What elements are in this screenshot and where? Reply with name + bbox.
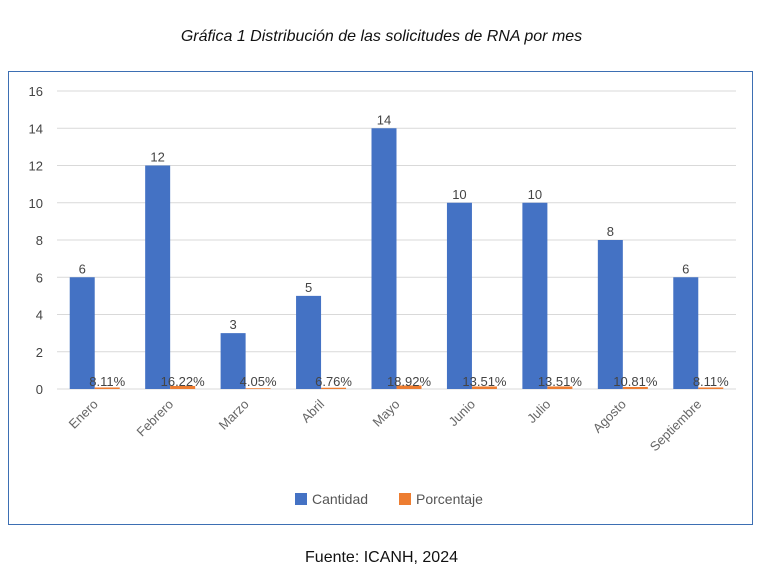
bar-cantidad [296, 295, 322, 389]
x-tick-label: Septiembre [647, 397, 705, 455]
data-label-porcentaje: 16.22% [161, 374, 206, 389]
x-tick-label: Julio [524, 397, 554, 427]
x-tick-label: Agosto [590, 397, 629, 436]
data-label-cantidad: 12 [150, 150, 164, 165]
bar-chart: 0 2 4 6 8 10 12 14 16 6 8.11% 12 16.22% 3 4.05% 5 6.76%… [29, 84, 736, 507]
legend-swatch-porcentaje [399, 493, 411, 505]
data-labels: 6 8.11% 12 16.22% 3 4.05% 5 6.76% 14 18.92% 10 13.5… [79, 112, 730, 389]
y-tick-label: 8 [36, 233, 43, 248]
y-tick-label: 2 [36, 345, 43, 360]
data-label-porcentaje: 10.81% [613, 374, 658, 389]
data-label-cantidad: 6 [79, 261, 86, 276]
data-label-cantidad: 10 [528, 187, 542, 202]
source-note: Fuente: ICANH, 2024 [305, 549, 458, 566]
data-label-cantidad: 8 [607, 224, 614, 239]
legend-label-cantidad: Cantidad [312, 491, 368, 507]
bar-porcentaje [698, 387, 724, 389]
y-axis-ticks: 0 2 4 6 8 10 12 14 16 [29, 84, 43, 397]
chart-frame: 0 2 4 6 8 10 12 14 16 6 8.11% 12 16.22% 3 4.05% 5 6.76%… [8, 71, 753, 525]
data-label-porcentaje: 13.51% [462, 374, 507, 389]
bar-cantidad [220, 333, 246, 389]
data-label-cantidad: 10 [452, 187, 466, 202]
x-tick-label: Febrero [133, 397, 176, 440]
bar-porcentaje [622, 386, 648, 389]
data-label-cantidad: 3 [229, 317, 236, 332]
bar-cantidad [69, 277, 95, 389]
chart-title: Gráfica 1 Distribución de las solicitude… [180, 28, 583, 45]
data-label-porcentaje: 6.76% [315, 374, 352, 389]
bar-porcentaje [547, 386, 573, 389]
data-label-porcentaje: 8.11% [89, 374, 125, 389]
bar-porcentaje [245, 388, 271, 389]
bar-cantidad [145, 165, 171, 389]
bar-porcentaje [396, 385, 422, 389]
y-tick-label: 0 [36, 382, 43, 397]
x-tick-label: Marzo [216, 397, 252, 433]
y-tick-label: 16 [29, 84, 43, 99]
x-axis-ticks: Enero Febrero Marzo Abril Mayo Junio Julio Agos… [66, 396, 705, 454]
bars [69, 128, 724, 389]
bar-cantidad [446, 202, 472, 389]
data-label-porcentaje: 13.51% [538, 374, 583, 389]
data-label-cantidad: 6 [682, 261, 689, 276]
data-label-cantidad: 5 [305, 280, 312, 295]
bar-porcentaje [170, 385, 196, 389]
y-tick-label: 10 [29, 196, 43, 211]
data-label-porcentaje: 8.11% [693, 374, 729, 389]
bar-cantidad [597, 240, 623, 389]
bar-porcentaje [94, 387, 120, 389]
bar-cantidad [673, 277, 699, 389]
x-tick-label: Junio [445, 397, 478, 430]
bar-porcentaje [471, 386, 497, 389]
data-label-cantidad: 14 [377, 112, 391, 127]
x-tick-label: Enero [66, 397, 101, 432]
y-tick-label: 14 [29, 121, 43, 136]
y-tick-label: 6 [36, 270, 43, 285]
legend-swatch-cantidad [295, 493, 307, 505]
y-tick-label: 12 [29, 159, 43, 174]
bar-cantidad [371, 128, 397, 389]
y-tick-label: 4 [36, 308, 43, 323]
legend: Cantidad Porcentaje [295, 491, 483, 507]
data-label-porcentaje: 18.92% [387, 374, 432, 389]
legend-label-porcentaje: Porcentaje [416, 491, 483, 507]
data-label-porcentaje: 4.05% [240, 374, 277, 389]
bar-cantidad [522, 202, 548, 389]
bar-porcentaje [321, 387, 347, 389]
x-tick-label: Mayo [370, 397, 403, 430]
x-tick-label: Abril [298, 396, 327, 425]
